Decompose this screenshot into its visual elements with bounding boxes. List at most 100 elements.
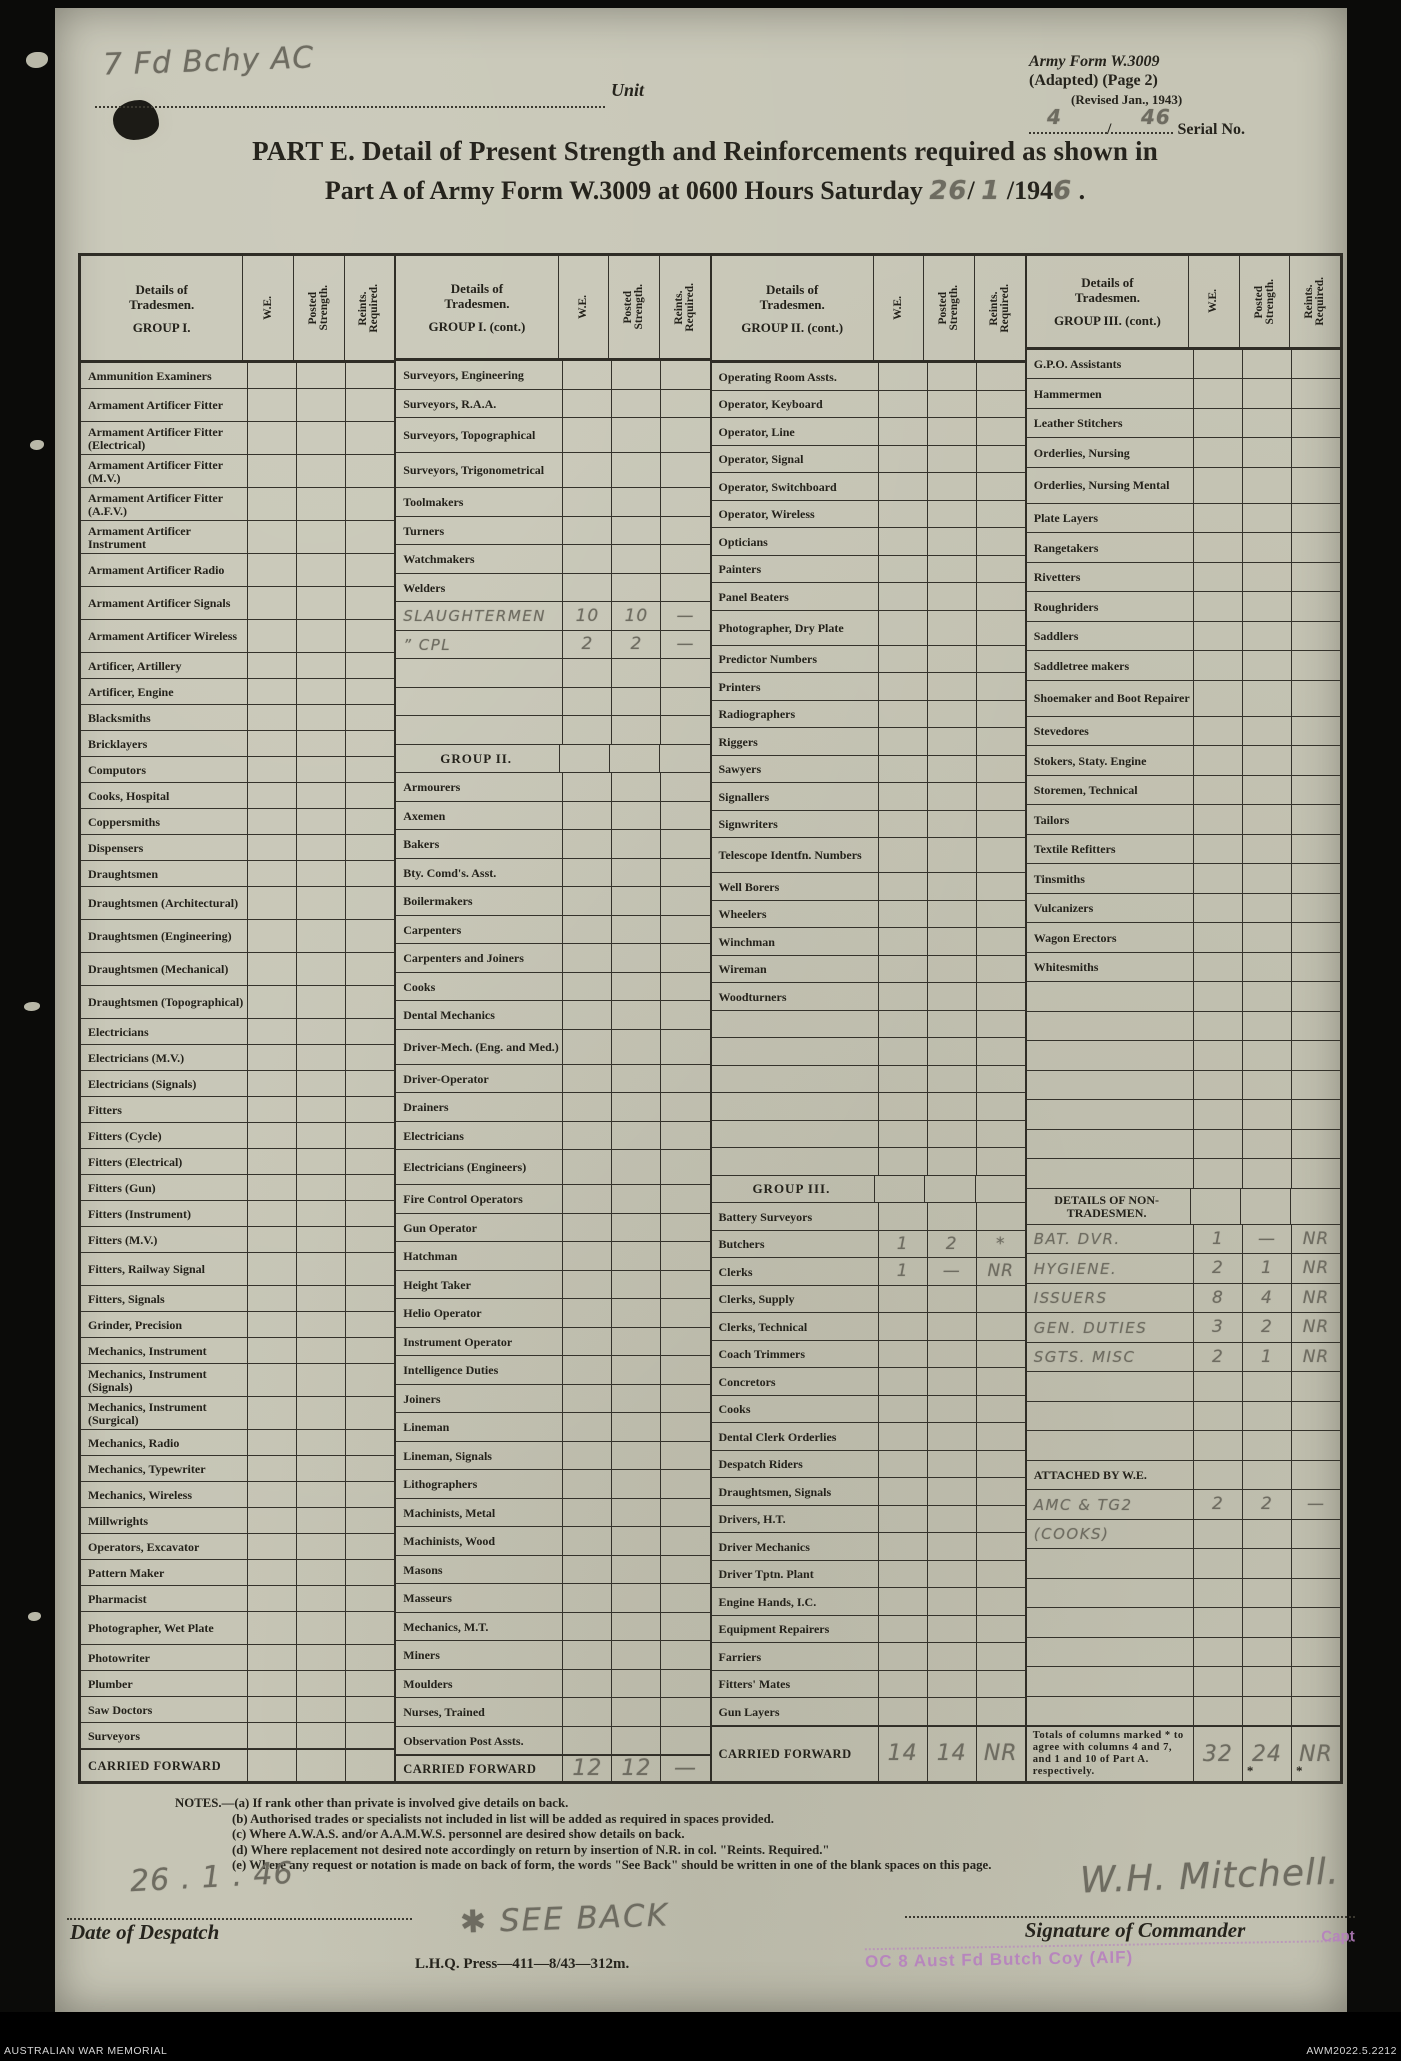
posted-strength-value <box>1243 533 1292 562</box>
we-value <box>1191 1188 1241 1224</box>
posted-strength-value: 14 <box>928 1726 977 1781</box>
blank-row <box>711 1120 1025 1148</box>
we-value-handwritten: 10 <box>575 605 600 626</box>
details-column-header: Details of Tradesmen. GROUP I. (cont.) <box>396 256 559 358</box>
trade-label: GROUP II. <box>396 744 561 772</box>
posted-strength-value <box>1243 716 1292 745</box>
posted-strength-value <box>297 363 347 388</box>
posted-strength-value <box>297 1227 347 1252</box>
blank-row <box>1026 1159 1340 1189</box>
trade-label: Operator, Signal <box>712 445 879 472</box>
we-value <box>248 1645 298 1670</box>
we-value <box>248 1612 298 1644</box>
we-value-handwritten: 14 <box>887 1741 918 1767</box>
we-value <box>1194 1041 1243 1070</box>
reints-required-value <box>1292 379 1340 408</box>
posted-strength-value <box>297 1508 347 1533</box>
trade-row: Fitters' Mates <box>711 1670 1025 1698</box>
posted-strength-value <box>612 1356 662 1384</box>
posted-strength-value <box>297 1430 347 1455</box>
reints-required-value <box>346 389 394 421</box>
trade-label: Cooks <box>712 1395 879 1422</box>
trade-label: Pharmacist <box>81 1586 249 1611</box>
we-value <box>248 1019 298 1044</box>
trade-row: Printers <box>711 673 1025 701</box>
we-value <box>563 1555 613 1583</box>
posted-strength-value <box>297 1175 347 1200</box>
we-value <box>1194 923 1243 952</box>
trade-row: Draughtsmen (Engineering) <box>81 920 395 953</box>
trade-label: Carpenters and Joiners <box>396 944 564 972</box>
we-value <box>563 1584 613 1612</box>
title-month-handwritten: 1 <box>981 176 1001 206</box>
trade-row: Carpenters <box>396 915 710 944</box>
we-value: 2 <box>1194 1254 1243 1283</box>
reints-required-value <box>346 422 394 454</box>
we-value <box>879 810 928 837</box>
serial-label: Serial No. <box>1177 121 1245 138</box>
handwritten-entry-row: ISSUERS 8 4 NR <box>1026 1283 1340 1313</box>
we-value <box>1194 349 1243 378</box>
trade-label: Lineman <box>396 1413 564 1441</box>
trade-label: G.P.O. Assistants <box>1027 349 1194 378</box>
reints-required-value <box>977 1533 1025 1560</box>
trade-label: ISSUERS <box>1027 1283 1194 1312</box>
reints-required-value <box>346 1482 394 1507</box>
trade-label: Plumber <box>81 1671 249 1696</box>
posted-strength-value <box>928 1423 977 1450</box>
reints-required-value <box>977 646 1025 673</box>
trade-label: Helio Operator <box>396 1299 564 1327</box>
reints-required-value <box>661 859 709 887</box>
serial-dotted-2 <box>1111 116 1174 134</box>
we-value <box>563 1121 613 1149</box>
we-value <box>879 418 928 445</box>
we-value <box>563 687 613 715</box>
reints-required-value <box>1292 350 1340 379</box>
trade-row: Photowriter <box>81 1645 395 1671</box>
reints-required-value <box>346 1671 394 1696</box>
posted-strength-value <box>297 1045 347 1070</box>
reints-required-value <box>661 944 709 972</box>
reints-required-value <box>346 1312 394 1337</box>
we-value <box>563 773 613 801</box>
we-value <box>879 1010 928 1037</box>
note-line-c: (c) Where A.W.A.S. and/or A.A.M.W.S. per… <box>232 1827 685 1842</box>
posted-strength-value <box>928 955 977 982</box>
posted-strength-value <box>612 453 662 487</box>
trade-label: Clerks <box>712 1258 879 1285</box>
reints-required-value <box>661 1299 709 1327</box>
trade-label: Operator, Switchboard <box>712 473 879 500</box>
we-value <box>248 1397 298 1429</box>
trade-row: Clerks, Supply <box>711 1285 1025 1313</box>
reints-required-value <box>661 1584 709 1612</box>
form-id-block: Army Form W.3009 (Adapted) (Page 2) (Rev… <box>1029 52 1319 142</box>
trade-label: Printers <box>712 673 879 700</box>
we-column-header: W.E. <box>1189 256 1240 347</box>
blank-row <box>1026 1696 1340 1726</box>
we-value: 2 <box>563 630 613 658</box>
trade-row: Well Borers <box>711 873 1025 901</box>
reints-required-value <box>1292 1667 1340 1696</box>
posted-strength-value <box>1243 1372 1292 1401</box>
posted-strength-value <box>297 521 347 553</box>
reints-required-value <box>977 1341 1025 1368</box>
trade-row: Saddlers <box>1026 621 1340 651</box>
trade-label: Surveyors, R.A.A. <box>396 389 564 417</box>
we-value: 1 <box>879 1258 928 1285</box>
we-value <box>879 673 928 700</box>
trade-row: Wagon Erectors <box>1026 923 1340 953</box>
posted-strength-value <box>1243 562 1292 591</box>
trade-row: Painters <box>711 555 1025 583</box>
title-year-handwritten: 6 <box>1053 176 1073 206</box>
trade-label: Cooks <box>396 972 564 1000</box>
we-value <box>879 1670 928 1697</box>
reints-required-value-handwritten: — <box>673 1756 697 1781</box>
posted-strength-value <box>612 1413 662 1441</box>
posted-strength-value <box>297 1071 347 1096</box>
we-value <box>248 1364 298 1396</box>
reints-required-value <box>661 1413 709 1441</box>
trade-row: Moulders <box>396 1669 710 1698</box>
posted-strength-value <box>297 705 347 730</box>
we-value <box>248 1534 298 1559</box>
we-value: 1 <box>1194 1224 1243 1253</box>
